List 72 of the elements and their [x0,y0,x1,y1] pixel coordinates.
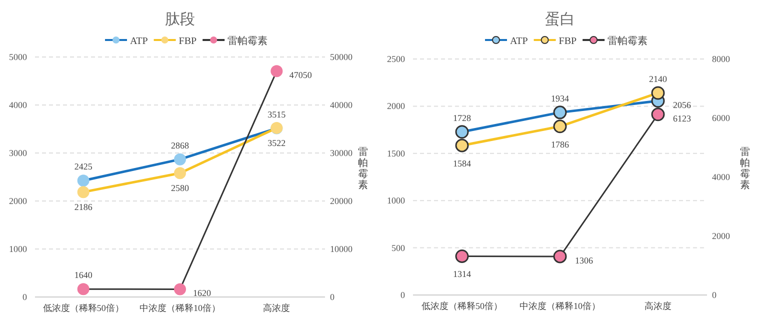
y2-tick-label: 30000 [330,148,353,158]
y2-axis-title: 雷帕霉素 [740,147,750,191]
point [553,120,567,134]
data-label: 1786 [551,139,570,150]
point [174,283,186,296]
point [553,250,567,264]
data-label: 1934 [551,93,570,104]
y-tick-label: 0 [400,290,406,300]
legend-label: FBP [178,36,198,47]
y2-tick-label: 6000 [712,113,730,123]
x-tick-label: 低浓度（稀释50倍） [42,303,124,313]
y-tick-label: 3000 [9,148,28,158]
point [455,138,469,152]
point [553,106,567,120]
data-label: 3515 [268,109,286,120]
data-label: 2868 [171,140,190,150]
legend-label: ATP [510,36,528,47]
data-label: 6123 [673,113,692,124]
legend-label: ATP [130,36,148,47]
data-label: 47050 [289,70,312,80]
y2-tick-label: 2000 [712,231,730,241]
y2-tick-label: 4000 [712,172,730,182]
y-tick-label: 2000 [387,101,406,112]
point [77,283,90,296]
data-label: 2580 [171,183,190,194]
y2-tick-label: 20000 [330,196,353,206]
y2-tick-label: 50000 [330,52,353,62]
x-tick-label: 高浓度 [263,303,290,313]
point [174,167,186,180]
x-tick-label: 高浓度 [644,301,672,311]
data-label: 1306 [575,255,594,266]
y2-tick-label: 8000 [712,54,730,64]
point [455,249,469,263]
y2-tick-label: 0 [712,290,717,300]
y-tick-label: 500 [392,242,406,253]
data-label: 3522 [268,138,286,148]
legend-label: FBP [558,36,578,47]
x-tick-label: 中浓度（稀释10倍） [140,303,220,313]
y-tick-label: 4000 [9,100,28,110]
chart-title: 肽段 [165,11,195,28]
data-label: 1314 [453,269,472,280]
y-tick-label: 1000 [9,244,28,254]
legend-label: 雷帕霉素 [608,35,648,47]
y2-tick-label: 0 [330,292,335,302]
point [174,153,186,166]
data-label: 2140 [649,74,668,84]
y2-axis-title: 雷帕霉素 [358,147,368,191]
data-label: 2186 [74,202,93,212]
chart-title: 蛋白 [545,11,575,28]
point [455,125,469,139]
y-tick-label: 5000 [9,52,28,62]
point [651,86,665,100]
data-label: 1620 [193,288,212,298]
y-tick-label: 2000 [9,196,28,206]
data-label: 1584 [453,158,472,168]
y-tick-label: 0 [22,292,28,302]
data-label: 1640 [74,270,93,280]
point [651,108,665,122]
legend-label: 雷帕霉素 [228,35,268,47]
y2-tick-label: 10000 [330,244,353,254]
y-tick-label: 2500 [387,54,406,64]
x-tick-label: 中浓度（稀释10倍） [520,301,600,311]
point [270,65,283,78]
y-tick-label: 1000 [387,196,406,206]
point [77,186,90,198]
point [77,174,90,187]
y-tick-label: 1500 [387,148,406,158]
data-label: 1728 [453,112,472,123]
x-tick-label: 低浓度（稀释50倍） [422,301,502,311]
y2-tick-label: 40000 [330,100,353,110]
data-label: 2425 [74,162,93,172]
data-label: 2056 [673,100,692,110]
